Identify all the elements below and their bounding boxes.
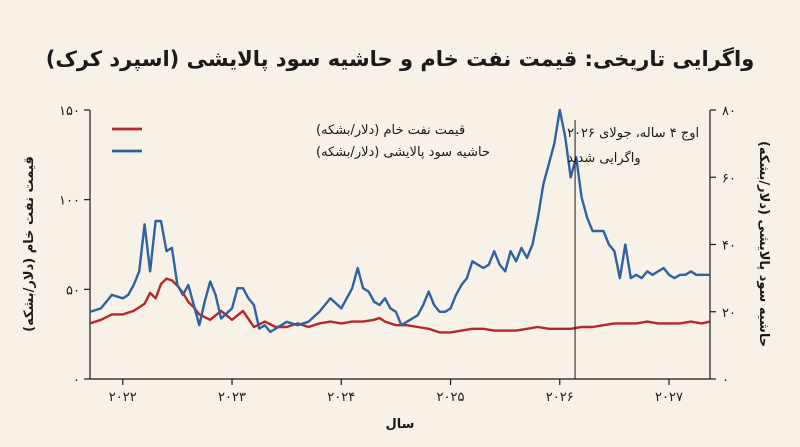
right-y-tick-label: ۴۰ (722, 239, 736, 254)
right-y-tick-label: ۸۰ (722, 104, 736, 119)
left-y-tick-label: ۰ (73, 373, 80, 388)
legend-label-crack: حاشیه سود پالایشی (دلار/بشکه) (316, 145, 490, 160)
legend-label-crude: قیمت نفت خام (دلار/بشکه) (316, 123, 465, 138)
right-y-ticks: ۰ ۲۰ ۴۰ ۶۰ ۸۰ (710, 104, 736, 388)
x-ticks: ۲۰۲۲ ۲۰۲۳ ۲۰۲۴ ۲۰۲۵ ۲۰۲۶ ۲۰۲۷ (109, 379, 683, 405)
series-lines (89, 108, 711, 334)
annotation-text-line-1: اوج ۴ ساله، جولای ۲۰۲۶ (567, 126, 699, 141)
x-tick-label: ۲۰۲۵ (437, 390, 465, 405)
x-tick-label: ۲۰۲۶ (546, 390, 574, 405)
x-tick-label: ۲۰۲۷ (655, 390, 683, 405)
series-line-crude (89, 277, 711, 334)
right-y-axis-label: حاشیه سود پالایشی (دلار/بشکه) (756, 141, 771, 347)
left-y-axis-label: قیمت نفت خام (دلار/بشکه) (22, 156, 37, 332)
x-tick-label: ۲۰۲۲ (109, 390, 137, 405)
left-y-tick-label: ۱۵۰ (59, 104, 80, 119)
x-axis-label: سال (386, 417, 415, 432)
x-tick-label: ۲۰۲۴ (327, 390, 355, 405)
legend: قیمت نفت خام (دلار/بشکه) حاشیه سود پالای… (112, 123, 490, 160)
annotation-text-line-2: واگرایی شدید (567, 150, 641, 166)
left-y-tick-label: ۱۰۰ (59, 194, 80, 209)
series-line-crack (89, 108, 710, 334)
right-y-tick-label: ۲۰ (722, 306, 736, 321)
chart-title: واگرایی تاریخی: قیمت نفت خام و حاشیه سود… (46, 46, 755, 71)
x-tick-label: ۲۰۲۳ (218, 390, 246, 405)
left-y-tick-label: ۵۰ (66, 283, 80, 298)
left-y-ticks: ۰ ۵۰ ۱۰۰ ۱۵۰ (59, 104, 90, 388)
right-y-tick-label: ۶۰ (722, 171, 736, 186)
right-y-tick-label: ۰ (722, 373, 729, 388)
